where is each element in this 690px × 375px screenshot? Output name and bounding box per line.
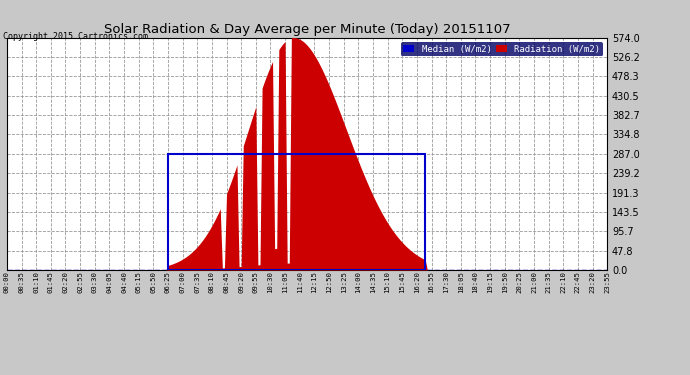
Text: Copyright 2015 Cartronics.com: Copyright 2015 Cartronics.com [3,32,148,41]
Title: Solar Radiation & Day Average per Minute (Today) 20151107: Solar Radiation & Day Average per Minute… [104,23,511,36]
Bar [168,154,425,270]
Legend: Median (W/m2), Radiation (W/m2): Median (W/m2), Radiation (W/m2) [401,42,602,56]
